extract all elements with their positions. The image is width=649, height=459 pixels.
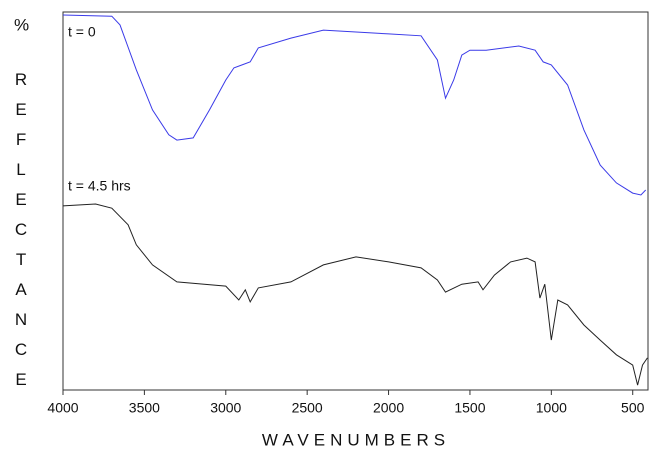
- x-tick-label: 3500: [129, 400, 160, 416]
- x-tick-label: 4000: [47, 400, 78, 416]
- annotation: t = 4.5 hrs: [68, 178, 131, 194]
- x-tick-label: 2000: [373, 400, 404, 416]
- x-tick-label: 500: [621, 400, 645, 416]
- x-axis-label: WAVENUMBERS: [262, 430, 450, 449]
- y-axis-label: REFLECTANCE: [12, 70, 31, 400]
- plot-frame: [62, 11, 649, 391]
- x-tick-label: 1000: [536, 400, 567, 416]
- x-tick-label: 3000: [210, 400, 241, 416]
- x-tick-label: 2500: [292, 400, 323, 416]
- y-axis-unit: %: [14, 15, 29, 34]
- x-tick-label: 1500: [454, 400, 485, 416]
- spectrum-line: [62, 14, 647, 196]
- spectrum-line: [62, 203, 648, 386]
- annotation: t = 0: [68, 24, 96, 40]
